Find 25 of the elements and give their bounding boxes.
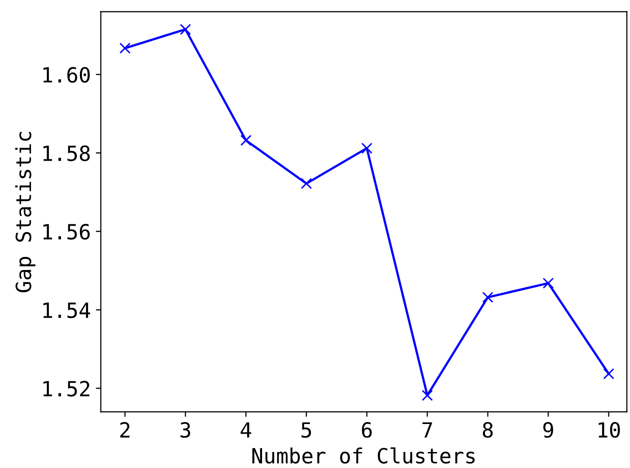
x-tick-label: 2 (120, 422, 130, 438)
x-tick-label: 6 (362, 422, 372, 438)
point (422, 390, 433, 401)
y-tick-label: 1.60 (43, 66, 90, 83)
point (603, 368, 614, 380)
x-tick-label: 5 (302, 422, 311, 438)
x-tick-label: 9 (543, 422, 554, 438)
x-axis-title: Number of Clusters (252, 447, 475, 464)
x-tick-label: 8 (482, 422, 493, 438)
x-tick-label: 3 (180, 422, 190, 438)
point (240, 134, 252, 146)
y-tick-label: 1.58 (43, 145, 90, 162)
point (361, 142, 372, 154)
y-tick-label: 1.54 (43, 302, 90, 318)
x-tick-label: 10 (598, 422, 620, 438)
point (300, 178, 312, 190)
point (482, 292, 494, 303)
point (180, 24, 192, 35)
point (542, 278, 554, 289)
y-tick-label: 1.52 (43, 380, 90, 397)
x-tick-label: 7 (422, 422, 432, 438)
x-tick-label: 4 (240, 422, 252, 438)
y-axis-title: Gap Statistic (15, 132, 36, 292)
y-tick-label: 1.56 (43, 224, 90, 240)
point (119, 42, 131, 54)
